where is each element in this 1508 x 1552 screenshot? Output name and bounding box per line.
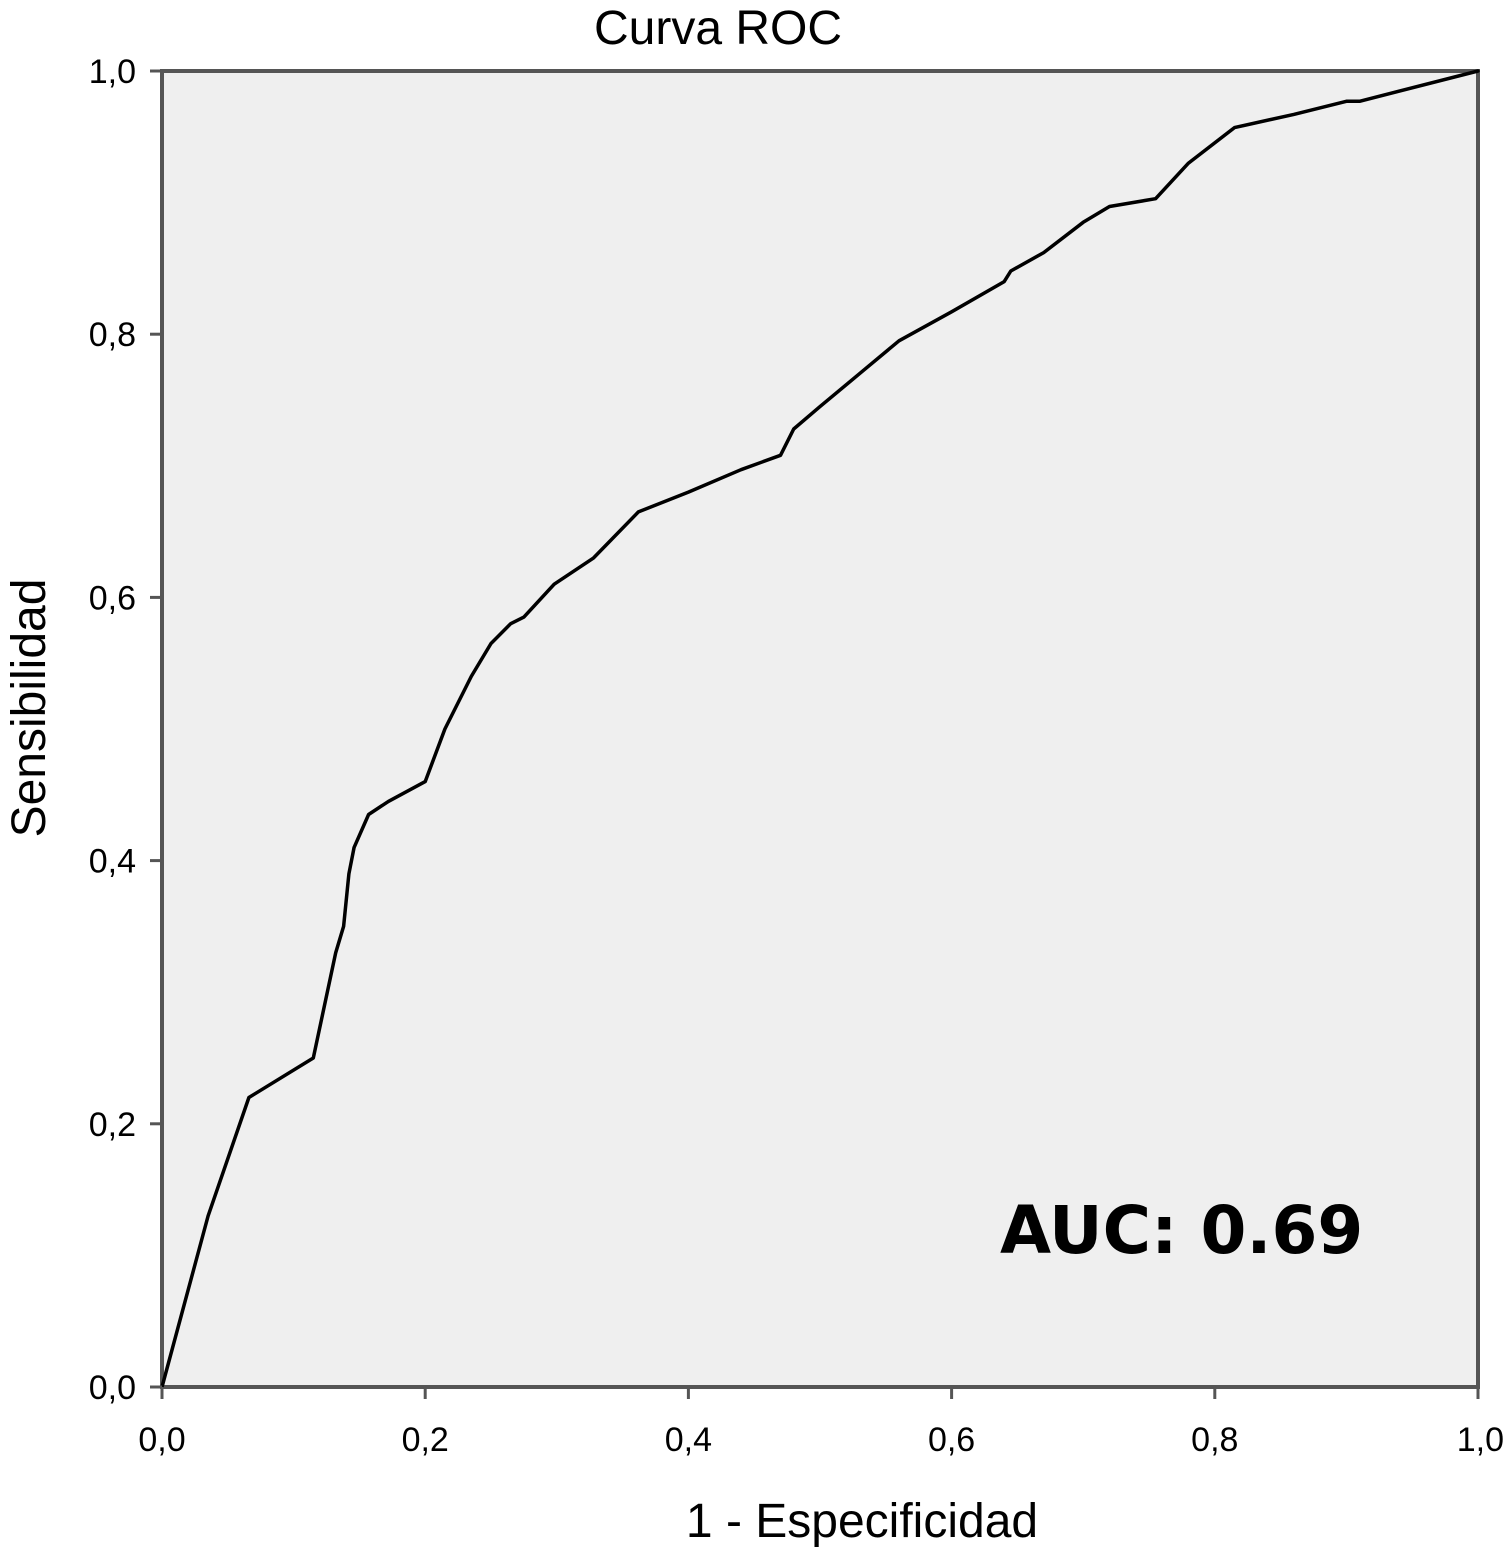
x-tick-label: 1,0 (1457, 1421, 1504, 1459)
x-tick-label: 0,8 (1191, 1421, 1238, 1459)
y-tick-label: 0,0 (89, 1369, 136, 1407)
x-axis-ticks: 0,0 0,2 0,4 0,6 0,8 1,0 (138, 1387, 1504, 1459)
auc-annotation: AUC: 0.69 (1000, 1192, 1363, 1269)
plot-area (160, 69, 1480, 1389)
x-tick-label: 0,2 (402, 1421, 449, 1459)
x-tick-label: 0,0 (138, 1421, 185, 1459)
y-tick-label: 0,8 (89, 316, 136, 354)
roc-curve-line (160, 69, 1480, 1389)
y-tick-label: 0,4 (89, 843, 136, 881)
y-tick-label: 0,6 (89, 579, 136, 617)
y-axis-ticks: 0,0 0,2 0,4 0,6 0,8 1,0 (89, 53, 162, 1407)
x-axis-label: 1 - Especificidad (686, 1495, 1038, 1548)
x-tick-label: 0,4 (665, 1421, 712, 1459)
x-tick-label: 0,6 (928, 1421, 975, 1459)
y-axis-label: Sensibilidad (3, 579, 56, 838)
chart-title: Curva ROC (594, 2, 842, 55)
y-tick-label: 0,2 (89, 1106, 136, 1144)
y-tick-label: 1,0 (89, 53, 136, 91)
